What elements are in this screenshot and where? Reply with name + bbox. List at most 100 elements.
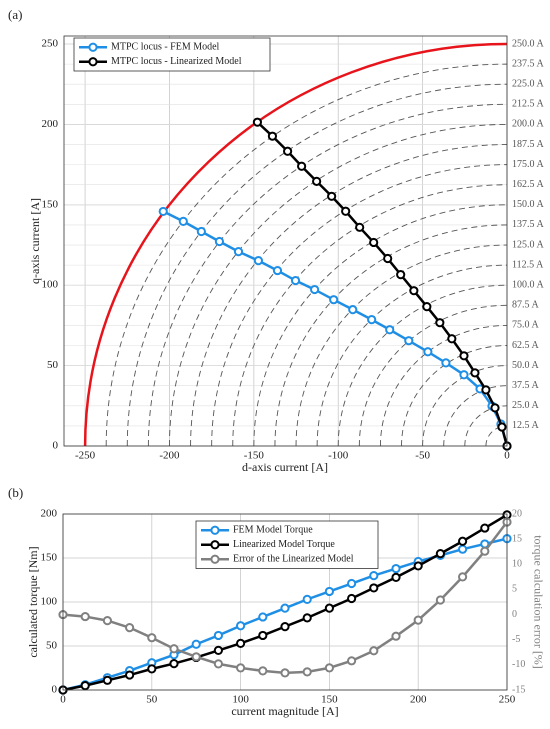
- data-point: [253, 256, 264, 266]
- data-point: [347, 656, 357, 666]
- data-point: [391, 631, 401, 641]
- data-point: [236, 663, 246, 673]
- y-tick-label: 100: [41, 596, 58, 608]
- x-tick-label: 150: [321, 694, 338, 706]
- data-point: [236, 621, 246, 631]
- data-point: [435, 549, 445, 559]
- data-point: [258, 630, 268, 641]
- plot-area: [64, 36, 507, 446]
- data-point: [272, 265, 283, 276]
- data-point: [267, 131, 278, 141]
- limit-circle: [83, 42, 507, 446]
- data-point: [297, 161, 307, 171]
- current-circle: [190, 144, 507, 446]
- data-point: [458, 544, 468, 554]
- data-point: [252, 117, 263, 127]
- data-point: [310, 284, 320, 295]
- legend-label: Linearized Model Torque: [233, 539, 335, 550]
- data-point: [369, 646, 379, 656]
- plot-border: [63, 35, 508, 447]
- y2-tick-label: 225.0 A: [512, 79, 544, 90]
- data-point: [369, 571, 379, 581]
- data-point: [258, 666, 268, 676]
- current-circle: [169, 123, 507, 446]
- current-circle: [358, 304, 507, 446]
- legend-marker: [210, 554, 220, 564]
- y2-tick-label: 12.5 A: [512, 420, 539, 431]
- data-point: [324, 663, 334, 673]
- y2-tick-label: -5: [512, 634, 520, 645]
- panel-label: (b): [8, 485, 23, 500]
- y-tick-label: 150: [42, 198, 59, 210]
- data-point: [213, 659, 223, 669]
- data-point: [147, 664, 157, 674]
- y-tick-label: 50: [46, 640, 58, 652]
- y-tick-label: 50: [47, 359, 59, 371]
- y-tick-label: 250: [42, 38, 59, 50]
- y2-tick-label: 87.5 A: [512, 300, 539, 311]
- y2-tick-label: 250.0 A: [512, 38, 544, 49]
- y2-tick-label: 75.0 A: [512, 320, 539, 331]
- data-point: [404, 336, 414, 346]
- current-circle: [253, 204, 507, 446]
- data-point: [490, 403, 500, 413]
- data-point: [327, 191, 337, 201]
- legend-box: [73, 37, 271, 72]
- y2-tick-label: 150.0 A: [512, 199, 544, 210]
- data-point: [458, 572, 468, 582]
- data-point: [470, 368, 480, 378]
- y-tick-label: 200: [42, 118, 59, 130]
- data-point: [191, 652, 201, 662]
- y2-tick-label: 25.0 A: [512, 400, 539, 411]
- legend-marker: [88, 42, 98, 52]
- data-point: [458, 536, 468, 546]
- y2-tick-label: 137.5 A: [512, 219, 544, 230]
- x-tick-label: -250: [75, 450, 96, 462]
- current-circle: [464, 405, 507, 446]
- current-circle: [485, 425, 507, 446]
- y2-tick-label: 20: [512, 508, 522, 519]
- data-point: [280, 603, 290, 613]
- data-point: [233, 247, 244, 257]
- data-point: [391, 563, 401, 574]
- y2-axis-label: torque calculation error [%]: [531, 535, 545, 669]
- data-point: [369, 237, 379, 248]
- y2-tick-label: -10: [512, 659, 525, 670]
- y2-tick-label: 112.5 A: [512, 259, 544, 270]
- y2-tick-label: 10: [512, 559, 522, 570]
- current-circle: [401, 345, 507, 446]
- legend-marker: [88, 57, 98, 67]
- data-point: [196, 226, 206, 237]
- x-axis-label: d-axis current [A]: [242, 460, 328, 474]
- x-tick-label: -50: [415, 450, 430, 462]
- data-point: [236, 638, 246, 648]
- y2-tick-label: 125.0 A: [512, 239, 544, 250]
- x-tick-label: 200: [410, 694, 427, 706]
- data-point: [435, 595, 445, 605]
- y2-tick-label: 187.5 A: [512, 139, 544, 150]
- data-point: [459, 370, 469, 380]
- y-tick-label: 200: [41, 508, 58, 520]
- y2-tick-label: -15: [512, 684, 525, 695]
- y2-tick-label: 212.5 A: [512, 99, 544, 110]
- plot-border: [62, 513, 508, 691]
- data-point: [497, 422, 507, 432]
- data-point: [435, 318, 445, 328]
- legend-marker: [210, 540, 220, 550]
- data-point: [480, 546, 490, 556]
- data-point: [280, 668, 290, 678]
- data-point: [302, 613, 312, 623]
- data-point: [125, 623, 135, 633]
- y-tick-label: 100: [42, 279, 59, 291]
- y2-tick-label: 5: [512, 584, 517, 595]
- data-point: [355, 222, 365, 232]
- data-point: [324, 586, 334, 597]
- y2-tick-label: 237.5 A: [512, 58, 544, 69]
- x-tick-label: 250: [499, 694, 516, 706]
- y2-tick-label: 162.5 A: [512, 179, 544, 190]
- current-circle: [422, 365, 507, 446]
- data-point: [178, 216, 188, 226]
- data-point: [480, 523, 490, 533]
- data-point: [169, 644, 179, 654]
- data-point: [324, 603, 334, 613]
